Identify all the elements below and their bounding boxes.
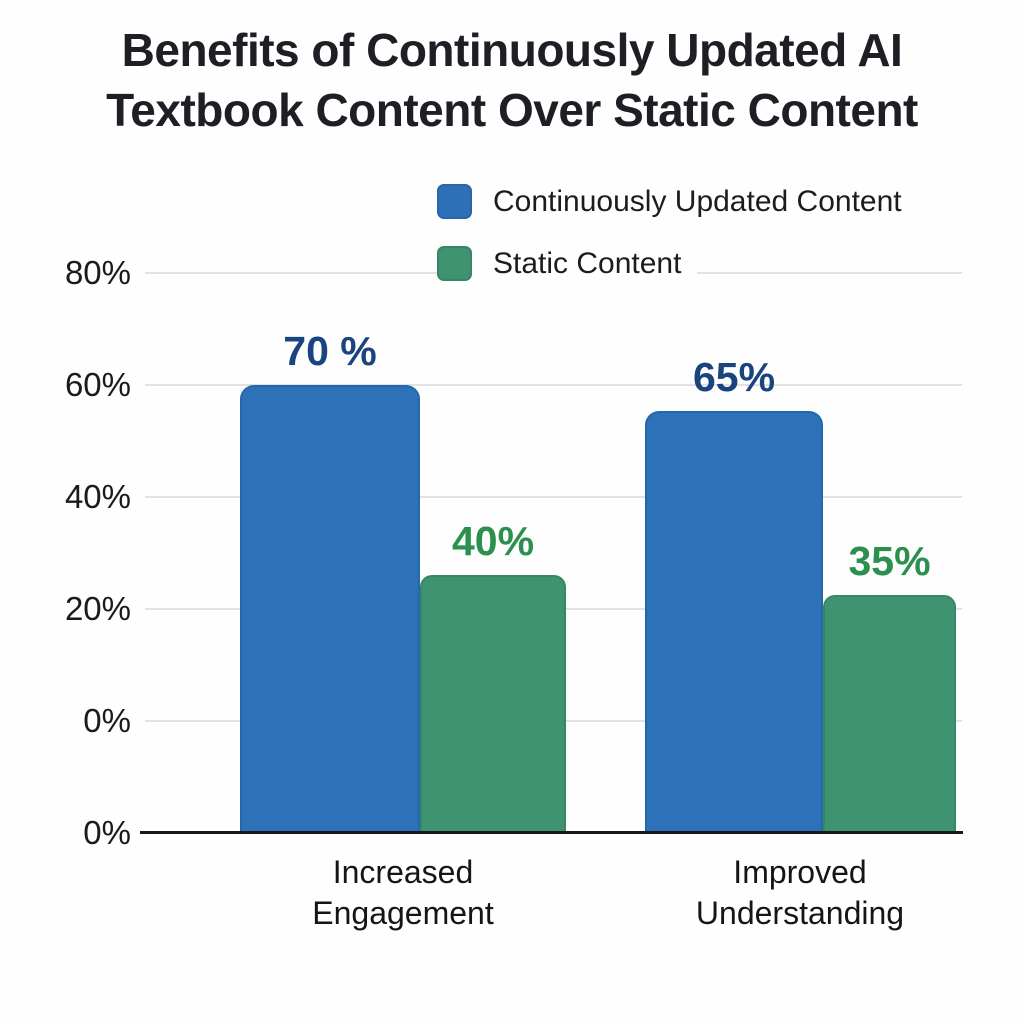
x-axis-category-label: Increased Engagement: [312, 852, 493, 934]
x-axis-category-label: Improved Understanding: [696, 852, 904, 934]
legend-label: Continuously Updated Content: [493, 184, 902, 218]
x-axis-category-line: Improved: [733, 854, 867, 890]
y-axis-tick-label: 40%: [64, 478, 131, 515]
bar-value-label: 40%: [451, 518, 535, 564]
chart-title-line-1: Benefits of Continuously Updated AI: [121, 24, 903, 76]
legend-label: Static Content: [493, 246, 682, 280]
bar-static-content-improved-understanding: [823, 595, 956, 833]
gridline: [145, 496, 962, 498]
chart-title-line-2: Textbook Content Over Static Content: [106, 84, 918, 136]
x-axis-line: [140, 831, 963, 834]
y-axis-tick-label: 80%: [64, 254, 131, 291]
y-axis-tick-label: 0%: [83, 814, 131, 851]
chart-title: Benefits of Continuously Updated AI Text…: [0, 20, 1024, 140]
y-axis-tick-label: 0%: [83, 702, 131, 739]
bar-continuously-updated-content-improved-understanding: [645, 411, 823, 833]
bar-value-label: 70 %: [283, 328, 377, 374]
legend-swatch-blue: [437, 184, 472, 219]
x-axis-category-line: Increased: [332, 854, 474, 890]
legend-item: Continuously Updated Content: [437, 184, 918, 229]
legend-item: Static Content: [437, 246, 698, 291]
y-axis-tick-label: 20%: [64, 590, 131, 627]
x-axis-category-line: Engagement: [312, 895, 494, 931]
bar-value-label: 35%: [848, 538, 931, 584]
bar-continuously-updated-content-increased-engagement: [240, 385, 420, 833]
bar-static-content-increased-engagement: [420, 575, 566, 833]
y-axis-tick-label: 60%: [64, 366, 131, 403]
bar-value-label: 65%: [692, 354, 776, 400]
gridline: [145, 384, 962, 386]
legend: Continuously Updated Content Static Conte…: [437, 184, 918, 291]
x-axis-category-line: Understanding: [695, 895, 905, 931]
legend-swatch-green: [437, 246, 472, 281]
